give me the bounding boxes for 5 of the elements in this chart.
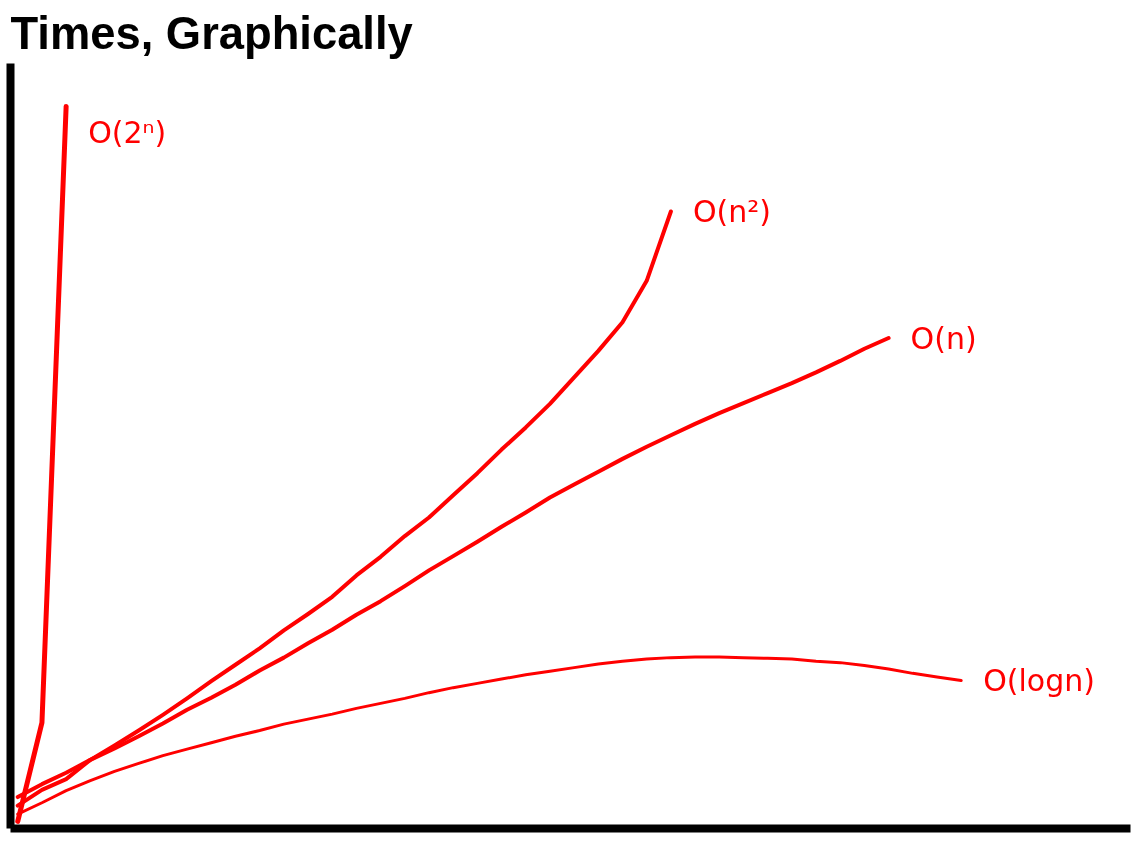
series-label: O(2ⁿ) xyxy=(88,114,167,150)
chart-title: Times, Graphically xyxy=(10,7,413,59)
series-label: O(n) xyxy=(910,320,977,356)
series-label: O(n²) xyxy=(692,194,771,229)
series-label: O(logn) xyxy=(983,663,1095,698)
